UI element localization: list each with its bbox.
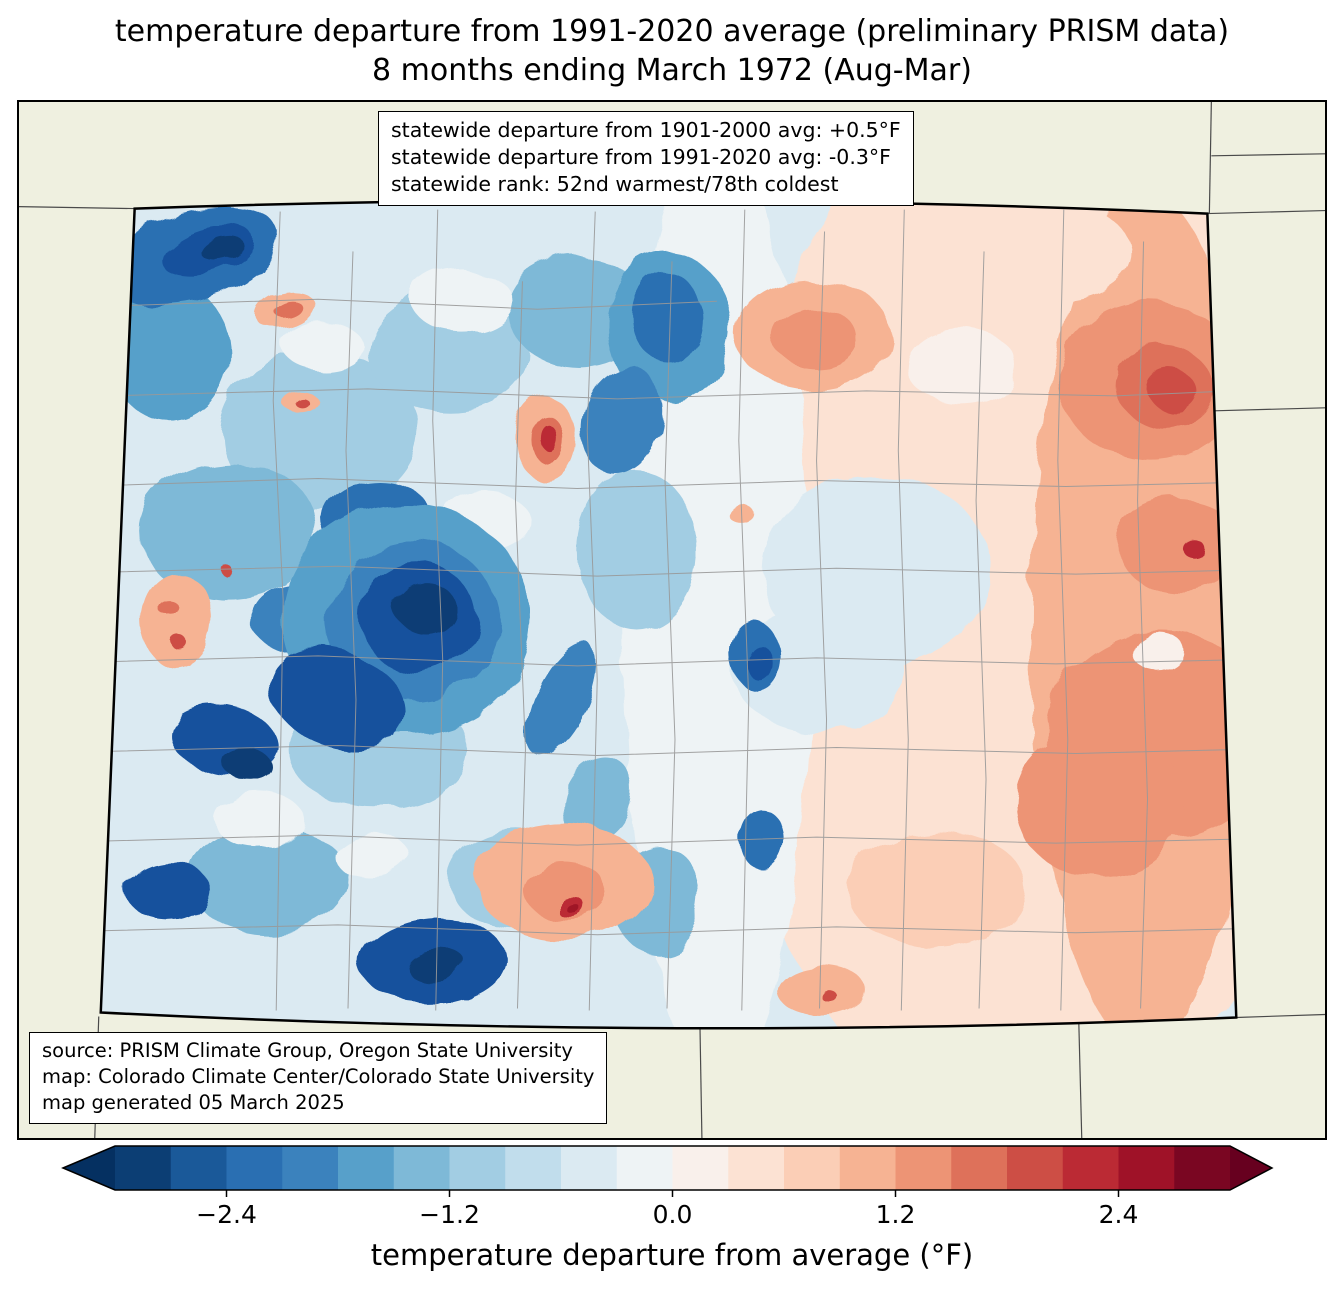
title-line-1: temperature departure from 1991-2020 ave…	[114, 14, 1230, 49]
colorbar-tick-labels: −2.4 −1.2 0.0 1.2 2.4	[0, 1200, 1344, 1234]
colorbar-tick-label: 1.2	[875, 1200, 916, 1229]
statewide-stats-box: statewide departure from 1901-2000 avg: …	[378, 111, 914, 207]
colorbar-tick-label: −2.4	[196, 1200, 257, 1229]
title-line-2: 8 months ending March 1972 (Aug-Mar)	[372, 53, 972, 88]
stat-departure-1991-2020: statewide departure from 1991-2020 avg: …	[391, 145, 891, 170]
colorbar-axis-label: temperature departure from average (°F)	[370, 1238, 974, 1272]
colorbar-tick-label: −1.2	[419, 1200, 480, 1229]
source-attribution-box: source: PRISM Climate Group, Oregon Stat…	[29, 1031, 608, 1124]
colorbar-tick-label: 2.4	[1098, 1200, 1139, 1229]
stat-departure-1901-2000: statewide departure from 1901-2000 avg: …	[391, 118, 901, 142]
colorbar-outline	[61, 1145, 1274, 1191]
colorbar-under-arrow	[63, 1146, 115, 1190]
chart-title: temperature departure from 1991-2020 ave…	[0, 12, 1344, 90]
colorbar-segments	[115, 1146, 1231, 1190]
generated-date-line: map generated 05 March 2025	[42, 1090, 345, 1114]
map-credit-line: map: Colorado Climate Center/Colorado St…	[42, 1064, 595, 1088]
colorbar	[61, 1145, 1274, 1197]
stat-rank: statewide rank: 52nd warmest/78th coldes…	[391, 172, 839, 197]
map-axes: statewide departure from 1901-2000 avg: …	[17, 100, 1327, 1140]
colorbar-tick-label: 0.0	[652, 1200, 693, 1229]
source-line: source: PRISM Climate Group, Oregon Stat…	[42, 1038, 573, 1062]
colorbar-over-arrow	[1230, 1146, 1272, 1190]
county-lines	[100, 209, 1237, 1011]
colorado-temperature-map	[19, 102, 1325, 1138]
